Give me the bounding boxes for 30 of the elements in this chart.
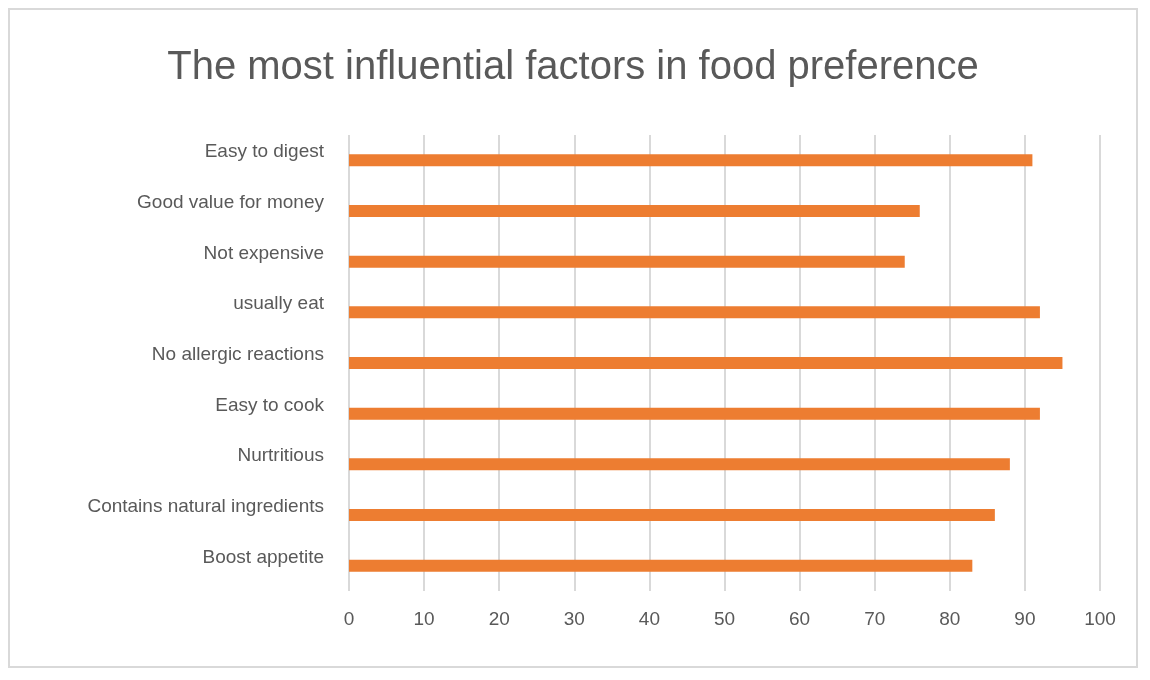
bar	[349, 458, 1010, 471]
bar	[349, 255, 905, 268]
x-tick-label: 70	[864, 608, 886, 629]
y-tick-label: usually eat	[233, 292, 325, 314]
y-tick-label: Easy to digest	[204, 140, 325, 162]
bar	[349, 509, 995, 521]
bar	[349, 205, 920, 217]
x-tick-label: 80	[939, 608, 961, 629]
x-tick-label: 40	[638, 608, 660, 629]
y-tick-label: Easy to cook	[215, 393, 325, 415]
y-tick-label: Nurtritious	[237, 444, 324, 466]
x-tick-label: 100	[1084, 608, 1116, 629]
x-tick-label: 20	[488, 608, 510, 629]
bar	[349, 357, 1063, 369]
y-tick-label: Not expensive	[203, 241, 324, 263]
x-tick-label: 50	[713, 608, 736, 629]
bar	[349, 154, 1033, 167]
y-tick-label: Contains natural ingredients	[87, 495, 324, 516]
y-tick-label: Good value for money	[137, 191, 325, 212]
x-tick-label: 10	[413, 608, 435, 629]
y-tick-label: No allergic reactions	[151, 343, 324, 364]
x-tick-label: 0	[343, 608, 355, 629]
x-tick-label: 90	[1014, 608, 1036, 629]
x-tick-label: 30	[563, 608, 585, 629]
y-tick-label: Boost appetite	[202, 545, 324, 567]
chart-title: The most influential factors in food preference	[167, 43, 979, 87]
bar	[349, 306, 1040, 319]
bar	[349, 407, 1040, 420]
x-tick-label: 60	[789, 608, 811, 629]
bar	[349, 559, 973, 572]
